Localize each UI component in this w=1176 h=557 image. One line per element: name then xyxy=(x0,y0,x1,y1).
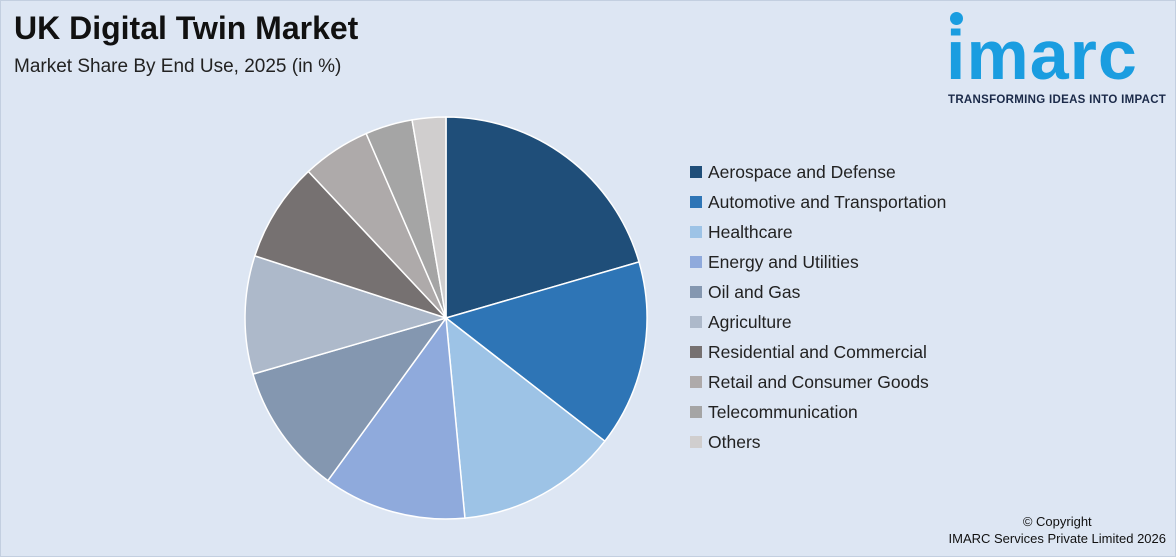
pie-slice-others xyxy=(411,116,447,319)
legend-swatch xyxy=(690,316,702,328)
legend-label: Retail and Consumer Goods xyxy=(708,371,929,392)
legend-label: Aerospace and Defense xyxy=(708,161,896,182)
logo-dot-icon xyxy=(950,12,963,25)
legend-swatch xyxy=(690,226,702,238)
legend-item: Automotive and Transportation xyxy=(690,187,946,217)
copyright-line-1: © Copyright xyxy=(1022,514,1092,529)
copyright-notice: © Copyright IMARC Services Private Limit… xyxy=(949,513,1166,547)
legend-item: Aerospace and Defense xyxy=(690,157,946,187)
legend-label: Healthcare xyxy=(708,221,793,242)
legend-swatch xyxy=(690,166,702,178)
legend-label: Agriculture xyxy=(708,311,792,332)
imarc-logo: imarc TRANSFORMING IDEAS INTO IMPACT xyxy=(946,10,1172,110)
pie-slice-healthcare xyxy=(445,316,606,519)
legend-item: Telecommunication xyxy=(690,397,946,427)
legend-label: Telecommunication xyxy=(708,401,858,422)
legend-label: Automotive and Transportation xyxy=(708,191,947,212)
pie-slice-energy-and-utilities xyxy=(326,315,466,520)
pie-slice-oil-and-gas xyxy=(252,316,448,482)
legend-label: Others xyxy=(708,431,761,452)
legend-item: Oil and Gas xyxy=(690,277,946,307)
legend-item: Others xyxy=(690,427,946,457)
legend-swatch xyxy=(690,406,702,418)
legend-label: Oil and Gas xyxy=(708,281,801,302)
legend-item: Healthcare xyxy=(690,217,946,247)
legend-item: Residential and Commercial xyxy=(690,337,946,367)
legend-swatch xyxy=(690,256,702,268)
legend-swatch xyxy=(690,376,702,388)
copyright-line-2: IMARC Services Private Limited 2026 xyxy=(948,531,1166,546)
pie-slice-agriculture xyxy=(244,254,449,376)
logo-wordmark: imarc xyxy=(946,16,1138,94)
legend-swatch xyxy=(690,346,702,358)
legend-swatch xyxy=(690,436,702,448)
legend-swatch xyxy=(690,286,702,298)
chart-subtitle: Market Share By End Use, 2025 (in %) xyxy=(14,56,342,77)
chart-legend: Aerospace and Defense Automotive and Tran… xyxy=(690,157,946,457)
pie-slice-residential-and-commercial xyxy=(253,170,447,319)
logo-tagline: TRANSFORMING IDEAS INTO IMPACT xyxy=(948,94,1167,106)
legend-swatch xyxy=(690,196,702,208)
chart-title: UK Digital Twin Market xyxy=(14,10,359,46)
pie-slice-aerospace-and-defense xyxy=(445,116,640,319)
legend-label: Energy and Utilities xyxy=(708,251,859,272)
pie-slice-automotive-and-transportation xyxy=(444,260,648,443)
legend-item: Retail and Consumer Goods xyxy=(690,367,946,397)
legend-label: Residential and Commercial xyxy=(708,341,927,362)
legend-item: Energy and Utilities xyxy=(690,247,946,277)
legend-item: Agriculture xyxy=(690,307,946,337)
